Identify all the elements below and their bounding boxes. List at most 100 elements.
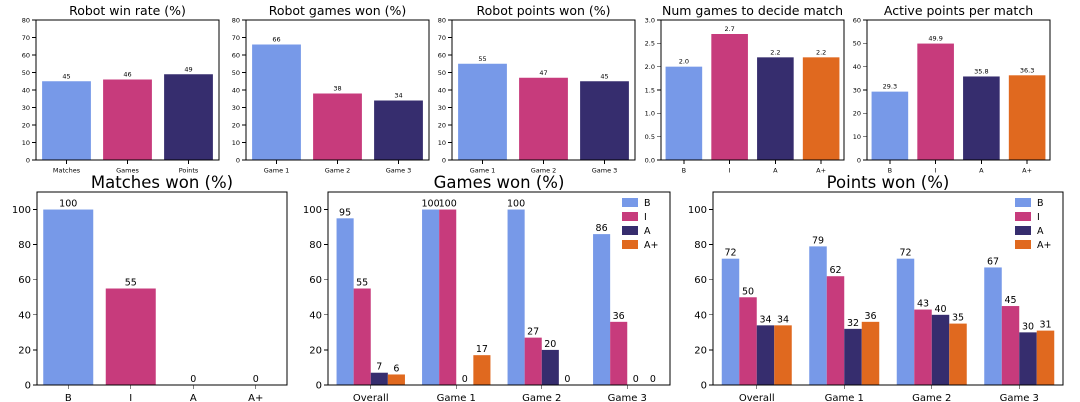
bar-A+ xyxy=(1036,330,1055,385)
robot-points-won-chart: Robot points won (%) 0 10 20 30 40 50 60 70 80 Gam… xyxy=(438,3,636,175)
bar xyxy=(963,76,1000,160)
y-tick-label: 40 xyxy=(853,63,861,71)
data-label: 36 xyxy=(613,311,625,322)
data-label: 2.0 xyxy=(679,58,689,66)
y-tick-label: 3.0 xyxy=(645,16,655,24)
bar-A xyxy=(370,372,388,385)
num-games-to-decide-chart: Num games to decide match 0.0 0.5 1.0 1.5 2.0… xyxy=(645,3,845,175)
axes-frame xyxy=(451,19,636,161)
y-tick-label: 80 xyxy=(22,16,30,24)
matches-won-chart: Matches won (%) 0 20 40 60 80 100 B I A A+ 100 55 0 0 xyxy=(12,173,288,402)
points-won-chart: Points won (%) 0 20 40 60 80 100 Overall Game 1 G… xyxy=(688,173,1064,402)
y-tick-label: 40 xyxy=(309,310,322,321)
data-label: 0 xyxy=(650,374,656,385)
bar xyxy=(103,79,152,160)
data-label: 36.3 xyxy=(1020,66,1034,74)
y-tick-label: 1.0 xyxy=(645,110,655,118)
legend-swatch xyxy=(622,198,638,207)
data-label: 55 xyxy=(125,278,137,289)
y-tick-label: 60 xyxy=(438,51,446,59)
legend: BIA A+ xyxy=(1015,198,1051,251)
y-tick-label: 80 xyxy=(232,16,240,24)
legend-swatch xyxy=(622,226,638,235)
bar-A+ xyxy=(949,323,967,385)
bar-B xyxy=(422,209,440,385)
y-tick-label: 30 xyxy=(22,104,30,112)
data-label: 100 xyxy=(439,199,457,210)
bar xyxy=(374,100,423,160)
y-tick-label: 50 xyxy=(438,69,446,77)
data-label: 100 xyxy=(507,199,525,210)
y-tick-label: 10 xyxy=(22,139,30,147)
legend-label: A+ xyxy=(1037,240,1051,251)
bar-B xyxy=(336,218,354,385)
y-tick-label: 70 xyxy=(232,34,240,42)
axes-frame xyxy=(327,191,671,386)
bar-B xyxy=(984,267,1002,385)
data-label: 0 xyxy=(633,374,639,385)
bar xyxy=(1008,75,1046,160)
y-tick-label: 10 xyxy=(438,139,446,147)
y-tick-label: 80 xyxy=(694,240,707,251)
bar-A xyxy=(541,349,559,385)
x-tick-label: Game 1 xyxy=(437,393,476,402)
bar xyxy=(871,91,909,160)
bar xyxy=(42,81,91,160)
data-label: 86 xyxy=(596,223,608,234)
y-tick-label: 60 xyxy=(309,275,322,286)
data-label: 0 xyxy=(462,374,468,385)
chart-title: Robot games won (%) xyxy=(269,3,407,18)
data-label: 55 xyxy=(478,55,486,63)
chart-title: Active points per match xyxy=(884,3,1033,18)
axes-frame xyxy=(245,19,430,161)
chart-title: Points won (%) xyxy=(827,173,950,192)
bar-I xyxy=(1001,306,1020,385)
data-label: 34 xyxy=(759,314,771,325)
data-label: 45 xyxy=(62,72,70,80)
data-label: 2.2 xyxy=(816,48,826,56)
y-tick-label: 80 xyxy=(309,240,322,251)
data-label: 36 xyxy=(864,311,876,322)
y-tick-label: 0.5 xyxy=(645,133,655,141)
data-label: 35.8 xyxy=(974,67,988,75)
y-tick-label: 60 xyxy=(18,275,31,286)
y-tick-label: 20 xyxy=(853,110,861,118)
x-tick-label: I xyxy=(729,167,731,175)
data-label: 35 xyxy=(952,313,964,324)
data-label: 49 xyxy=(184,65,192,73)
axes-frame xyxy=(36,191,288,386)
legend-label: B xyxy=(644,198,651,209)
data-label: 2.2 xyxy=(770,48,780,56)
x-tick-label: A+ xyxy=(1022,167,1032,175)
data-label: 45 xyxy=(600,72,608,80)
x-tick-label: A+ xyxy=(816,167,826,175)
data-label: 49.9 xyxy=(928,35,942,43)
x-tick-label: Game 3 xyxy=(592,167,618,175)
y-tick-label: 20 xyxy=(309,345,322,356)
y-tick-label: 80 xyxy=(438,16,446,24)
chart-title: Games won (%) xyxy=(434,173,565,192)
y-tick-label: 0 xyxy=(25,381,31,392)
y-tick-label: 20 xyxy=(694,345,707,356)
y-tick-label: 30 xyxy=(232,104,240,112)
y-tick-label: 80 xyxy=(18,240,31,251)
y-tick-label: 60 xyxy=(22,51,30,59)
bar xyxy=(665,66,703,160)
robot-games-won-chart: Robot games won (%) 0 10 20 30 40 50 60 70 80 Game… xyxy=(232,3,430,175)
bar-I xyxy=(353,288,371,385)
bar xyxy=(313,93,362,160)
data-label: 72 xyxy=(899,248,911,259)
data-label: 20 xyxy=(544,339,556,350)
y-tick-label: 40 xyxy=(694,310,707,321)
data-label: 17 xyxy=(476,344,488,355)
bar-I xyxy=(826,276,845,385)
data-label: 55 xyxy=(356,278,368,289)
y-tick-label: 100 xyxy=(303,205,322,216)
x-tick-label: Game 3 xyxy=(1000,393,1039,402)
chart-title: Matches won (%) xyxy=(91,173,233,192)
axes-frame xyxy=(660,19,845,161)
legend-swatch xyxy=(1015,226,1031,235)
y-tick-label: 10 xyxy=(853,133,861,141)
